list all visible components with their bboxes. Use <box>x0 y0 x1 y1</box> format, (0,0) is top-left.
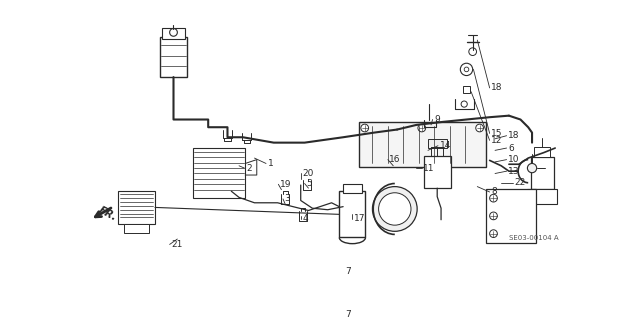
Text: 5: 5 <box>306 179 312 188</box>
Bar <box>534 147 550 157</box>
Circle shape <box>418 124 426 132</box>
Circle shape <box>490 230 497 237</box>
Text: 11: 11 <box>423 164 435 173</box>
Bar <box>486 189 536 243</box>
Bar <box>531 157 554 189</box>
Bar <box>424 156 451 188</box>
Text: 3: 3 <box>285 195 291 204</box>
Text: 16: 16 <box>389 155 401 164</box>
Bar <box>193 148 245 198</box>
Text: 22: 22 <box>515 178 525 187</box>
Text: 17: 17 <box>354 214 365 224</box>
Text: 8: 8 <box>491 188 497 197</box>
Text: 15: 15 <box>491 129 502 138</box>
Text: 12: 12 <box>491 136 502 145</box>
Circle shape <box>469 48 477 56</box>
Circle shape <box>461 101 467 107</box>
Text: 21: 21 <box>171 240 182 249</box>
Bar <box>124 224 149 233</box>
Bar <box>358 122 486 167</box>
Bar <box>463 86 470 93</box>
Circle shape <box>490 212 497 220</box>
Text: 14: 14 <box>440 141 451 150</box>
Circle shape <box>170 28 177 36</box>
Circle shape <box>460 63 473 76</box>
Text: 6: 6 <box>508 144 514 152</box>
Circle shape <box>527 163 537 173</box>
Text: FR.: FR. <box>97 205 118 223</box>
Circle shape <box>476 124 483 132</box>
Bar <box>339 191 365 237</box>
Bar <box>118 191 155 224</box>
Text: 18: 18 <box>508 131 520 140</box>
Bar <box>527 189 557 204</box>
Text: 19: 19 <box>280 180 291 189</box>
Text: 13: 13 <box>508 167 520 176</box>
Circle shape <box>379 193 411 225</box>
Circle shape <box>490 194 497 202</box>
Text: 9: 9 <box>434 115 440 124</box>
Text: 7: 7 <box>346 310 351 319</box>
Bar <box>159 37 188 77</box>
Text: 2: 2 <box>246 164 252 173</box>
Circle shape <box>372 187 417 231</box>
Text: 4: 4 <box>302 214 308 224</box>
Text: 18: 18 <box>491 83 502 93</box>
Circle shape <box>464 67 469 72</box>
Text: SE03-00104 A: SE03-00104 A <box>509 234 559 241</box>
Text: 20: 20 <box>302 169 314 178</box>
Text: 7: 7 <box>346 267 351 276</box>
Circle shape <box>361 124 369 132</box>
Bar <box>343 183 362 193</box>
Bar <box>162 28 185 39</box>
Text: 10: 10 <box>508 155 520 164</box>
Bar <box>428 139 447 148</box>
Text: 1: 1 <box>268 159 273 168</box>
